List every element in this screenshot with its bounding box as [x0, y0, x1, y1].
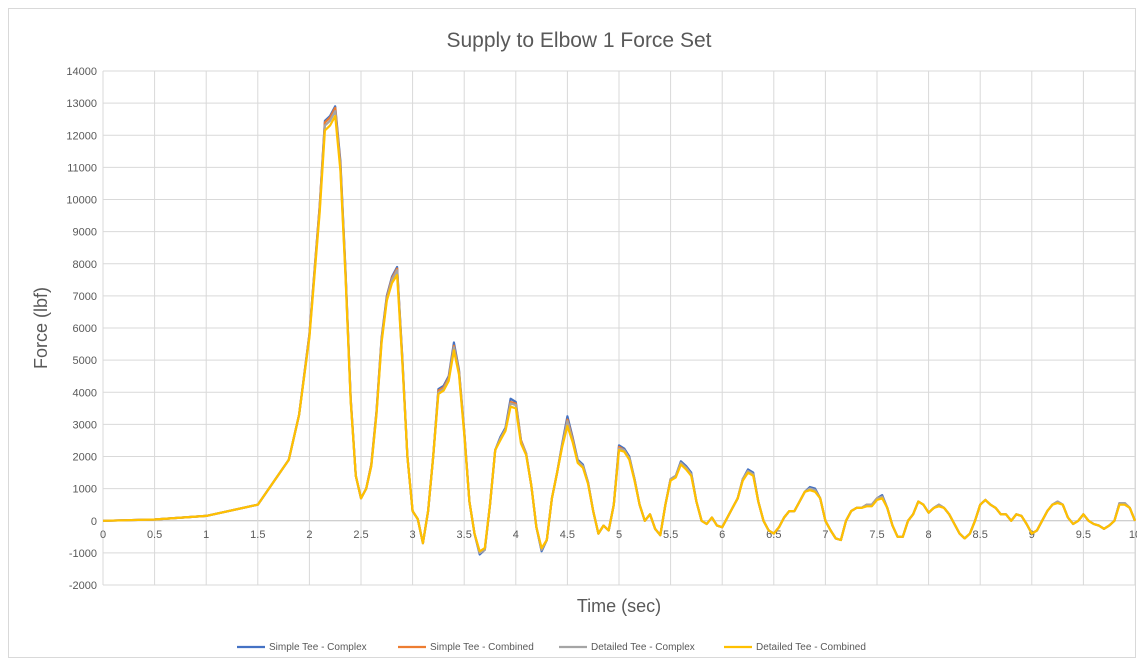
x-tick-label: 2	[306, 529, 312, 541]
legend-label: Detailed Tee - Complex	[591, 642, 695, 653]
x-tick-label: 7	[822, 529, 828, 541]
x-tick-label: 3.5	[457, 529, 472, 541]
y-tick-label: 6000	[73, 323, 97, 335]
y-tick-label: 2000	[73, 452, 97, 464]
y-tick-label: 5000	[73, 355, 97, 367]
series-lines	[102, 105, 1137, 556]
x-tick-label: 8.5	[973, 529, 988, 541]
x-axis-label: Time (sec)	[577, 596, 661, 616]
y-axis-label: Force (lbf)	[31, 287, 51, 369]
y-tick-label: 0	[91, 516, 97, 528]
x-tick-label: 6	[719, 529, 725, 541]
chart-container: Supply to Elbow 1 Force Set -2000 -1000 0 1…	[8, 8, 1141, 658]
x-tick-label: 4	[513, 529, 519, 541]
series-line-4	[102, 114, 1137, 553]
legend: Simple Tee - Complex Simple Tee - Combine…	[237, 642, 866, 653]
x-tick-label: 9	[1029, 529, 1035, 541]
y-tick-label: 14000	[66, 66, 97, 78]
y-tick-label: -2000	[69, 580, 97, 592]
x-tick-label: 2.5	[353, 529, 368, 541]
y-tick-label: 9000	[73, 227, 97, 239]
y-tick-label: 4000	[73, 387, 97, 399]
x-tick-label: 7.5	[869, 529, 884, 541]
y-tick-label: 8000	[73, 259, 97, 271]
legend-label: Simple Tee - Combined	[430, 642, 534, 653]
y-tick-label: 13000	[66, 98, 97, 110]
x-tick-label: 10	[1129, 529, 1137, 541]
line-chart: Supply to Elbow 1 Force Set -2000-100001…	[31, 29, 1141, 653]
y-tick-label: 11000	[67, 162, 97, 174]
chart-title: Supply to Elbow 1 Force Set	[447, 29, 712, 52]
y-tick-label: -1000	[69, 548, 97, 560]
y-tick-label: 7000	[73, 291, 97, 303]
x-tick-label: 4.5	[560, 529, 575, 541]
y-tick-label: 10000	[66, 195, 97, 207]
legend-label: Detailed Tee - Combined	[756, 642, 866, 653]
y-axis-ticks: -2000 -1000 0 1000 2000 3000 4000 5000 6000 7000 8…	[66, 66, 97, 592]
x-tick-label: 0	[100, 529, 106, 541]
x-tick-label: 0.5	[147, 529, 162, 541]
y-tick-label: 1000	[73, 484, 97, 496]
y-tick-label: 12000	[66, 130, 97, 142]
x-axis-ticks: 0 0.5 1 1.5 2 2.5 3 3.5 4 4.5 5 5.5 6 6.5 7 7.5 8 8.5 9 9.5…	[100, 529, 1141, 541]
y-tick-label: 3000	[73, 419, 97, 431]
x-tick-label: 1.5	[250, 529, 265, 541]
x-tick-label: 8	[926, 529, 932, 541]
x-tick-label: 1	[203, 529, 209, 541]
x-tick-label: 9.5	[1076, 529, 1091, 541]
legend-label: Simple Tee - Complex	[269, 642, 367, 653]
x-tick-label: 5.5	[663, 529, 678, 541]
x-tick-label: 3	[410, 529, 416, 541]
x-tick-label: 5	[616, 529, 622, 541]
